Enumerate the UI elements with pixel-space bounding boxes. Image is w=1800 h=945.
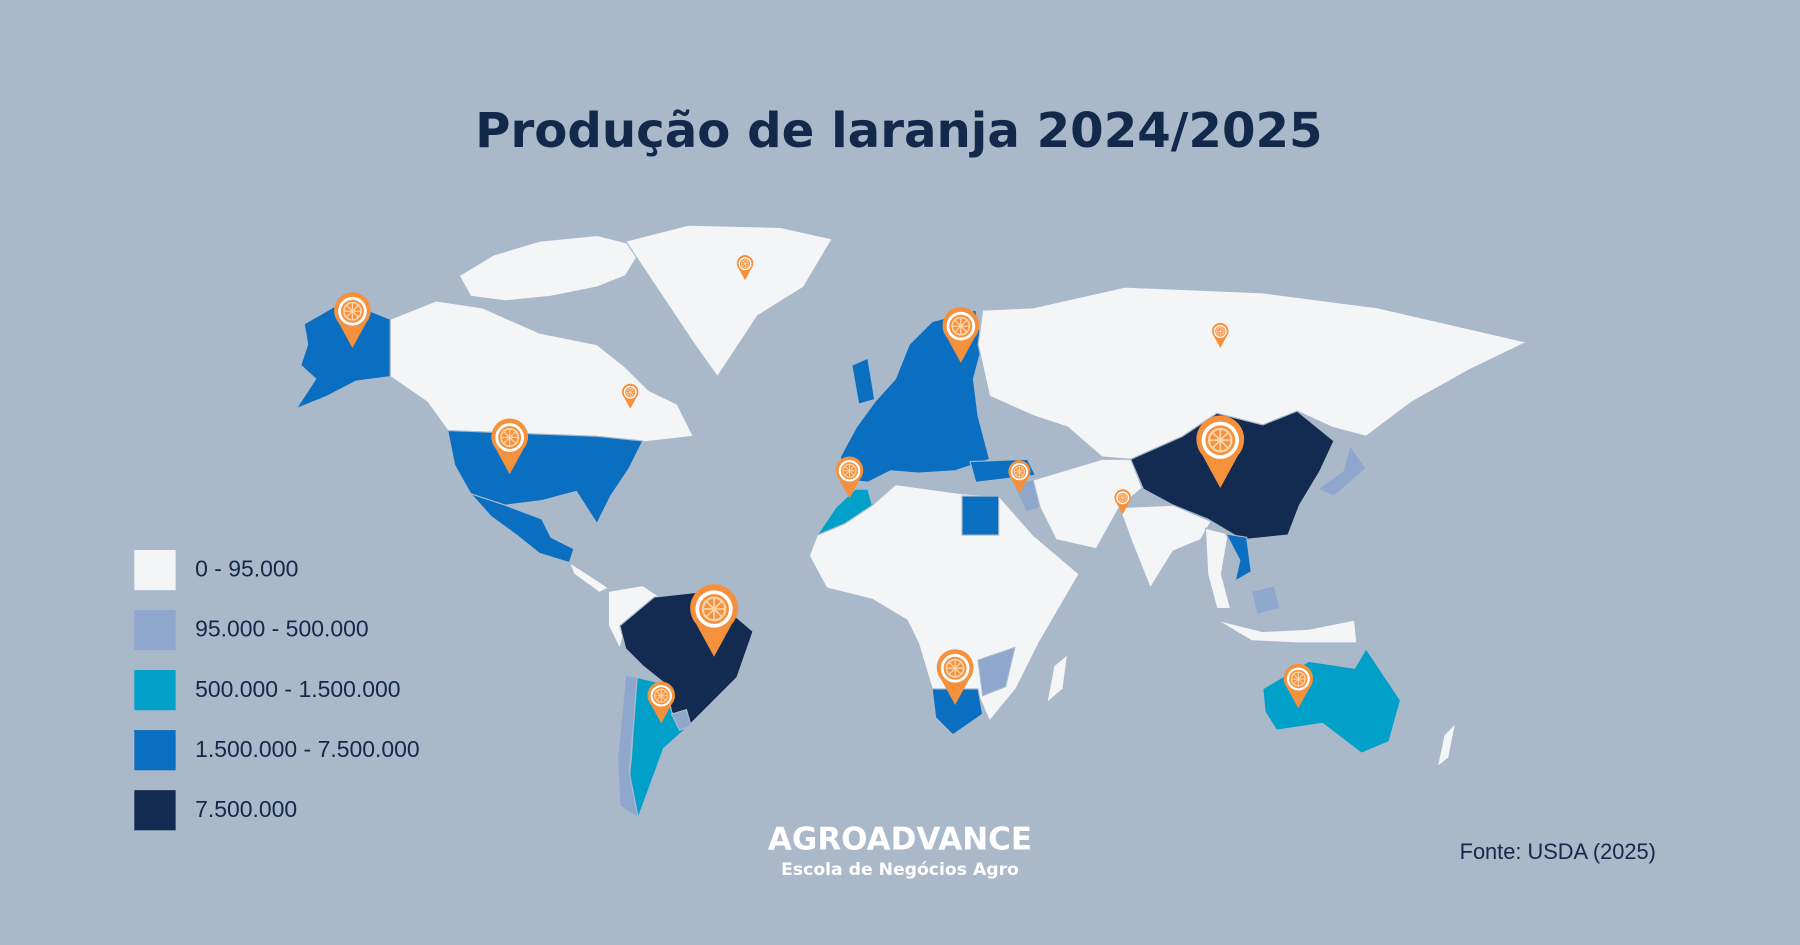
legend-swatch bbox=[134, 670, 176, 711]
country bbox=[1250, 584, 1281, 615]
country bbox=[977, 286, 1529, 460]
country bbox=[961, 495, 1000, 536]
country bbox=[468, 492, 575, 564]
legend-label: 7.500.000 bbox=[195, 796, 297, 822]
legend-label: 500.000 - 1.500.000 bbox=[195, 676, 400, 702]
brand-name: AGROADVANCE bbox=[768, 822, 1032, 858]
country bbox=[808, 483, 1080, 723]
title: Produção de laranja 2024/2025 bbox=[475, 103, 1322, 159]
country bbox=[931, 688, 984, 736]
source: Fonte: USDA (2025) bbox=[1460, 839, 1656, 864]
country bbox=[1204, 527, 1232, 610]
country bbox=[839, 309, 991, 483]
country bbox=[617, 674, 640, 819]
legend: 0 - 95.000 95.000 - 500.000 500.000 - 1.50… bbox=[134, 549, 420, 831]
legend-label: 1.500.000 - 7.500.000 bbox=[195, 736, 419, 762]
country bbox=[1224, 533, 1252, 583]
country bbox=[294, 300, 391, 411]
country bbox=[446, 429, 644, 525]
country bbox=[458, 234, 644, 302]
legend-label: 95.000 - 500.000 bbox=[195, 616, 368, 642]
country bbox=[1316, 444, 1367, 497]
country bbox=[624, 224, 834, 378]
country bbox=[1436, 721, 1457, 769]
country bbox=[1118, 504, 1212, 590]
legend-swatch bbox=[134, 790, 176, 831]
country bbox=[389, 300, 695, 443]
country bbox=[670, 708, 692, 731]
legend-label: 0 - 95.000 bbox=[195, 556, 298, 582]
country bbox=[1262, 647, 1402, 754]
legend-swatch bbox=[134, 549, 176, 591]
legend-swatch bbox=[134, 730, 176, 771]
country bbox=[568, 561, 610, 594]
country bbox=[1046, 653, 1069, 705]
country bbox=[977, 646, 1016, 697]
world-map bbox=[294, 224, 1529, 819]
country bbox=[851, 357, 876, 405]
brand-tagline: Escola de Negócios Agro bbox=[781, 860, 1019, 880]
country bbox=[1216, 619, 1358, 644]
legend-swatch bbox=[134, 610, 176, 651]
